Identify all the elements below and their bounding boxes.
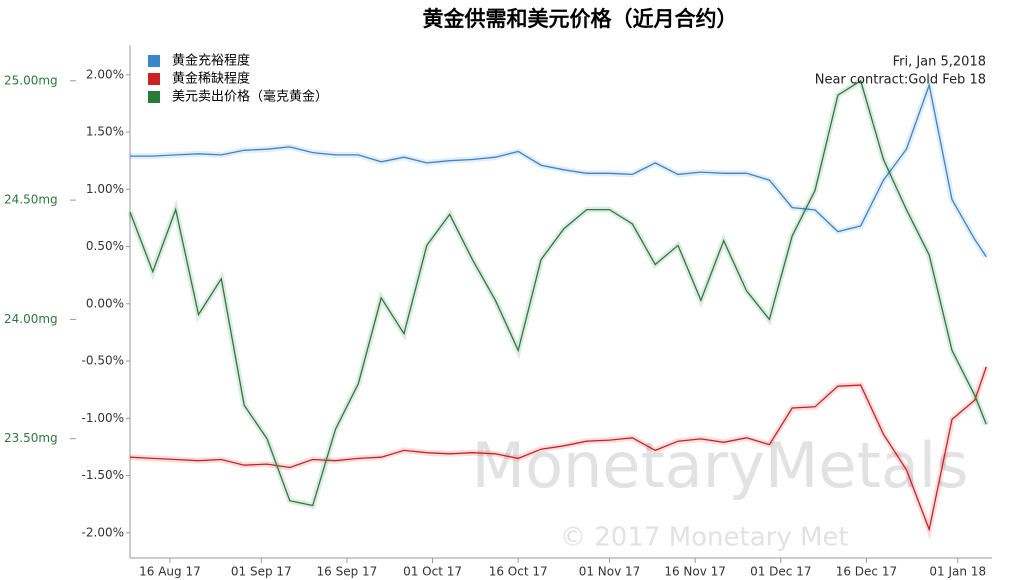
y-tick-label: 1.00%	[86, 182, 124, 196]
y-tick-label: 0.50%	[86, 239, 124, 253]
x-tick-label: 01 Oct 17	[403, 565, 462, 579]
x-tick-label: 16 Oct 17	[489, 565, 548, 579]
series-line	[129, 366, 987, 532]
y2-tick-label: 23.50mg	[4, 431, 58, 445]
legend-label: 黄金充裕程度	[172, 53, 250, 69]
legend-label: 黄金稀缺程度	[172, 71, 250, 87]
annotation: Fri, Jan 5,2018	[893, 55, 986, 70]
x-tick-label: 01 Dec 17	[750, 565, 811, 579]
chart-title: 黄金供需和美元价格（近月合约）	[423, 7, 738, 31]
y2-tick-label: 25.00mg	[4, 73, 58, 87]
y-tick-label: -1.50%	[82, 468, 124, 482]
y-tick-label: 1.50%	[86, 125, 124, 139]
x-tick-label: 16 Dec 17	[836, 565, 897, 579]
line-glow	[130, 73, 989, 259]
copyright: © 2017 Monetary Met	[560, 523, 849, 553]
y-tick-label: -2.00%	[82, 525, 124, 539]
y-tick-label: -1.00%	[82, 411, 124, 425]
x-tick-label: 01 Jan 18	[929, 565, 986, 579]
x-tick-label: 16 Sep 17	[317, 565, 378, 579]
x-tick-label: 01 Nov 17	[579, 565, 641, 579]
y-tick-label: -0.50%	[82, 354, 124, 368]
legend-swatch	[148, 73, 160, 85]
series-line	[130, 82, 987, 258]
series-line	[129, 79, 987, 507]
x-tick-label: 01 Sep 17	[231, 565, 292, 579]
legend-label: 美元卖出价格（毫克黄金）	[172, 89, 328, 105]
y-tick-label: 0.00%	[86, 296, 124, 310]
y2-tick-label: 24.00mg	[4, 312, 58, 326]
x-tick-label: 16 Aug 17	[139, 565, 201, 579]
x-tick-label: 16 Nov 17	[664, 565, 726, 579]
y-tick-label: 2.00%	[86, 67, 124, 81]
y2-tick-label: 24.50mg	[4, 193, 58, 207]
legend-swatch	[148, 91, 160, 103]
annotation: Near contract:Gold Feb 18	[815, 73, 986, 88]
legend-swatch	[148, 55, 160, 67]
